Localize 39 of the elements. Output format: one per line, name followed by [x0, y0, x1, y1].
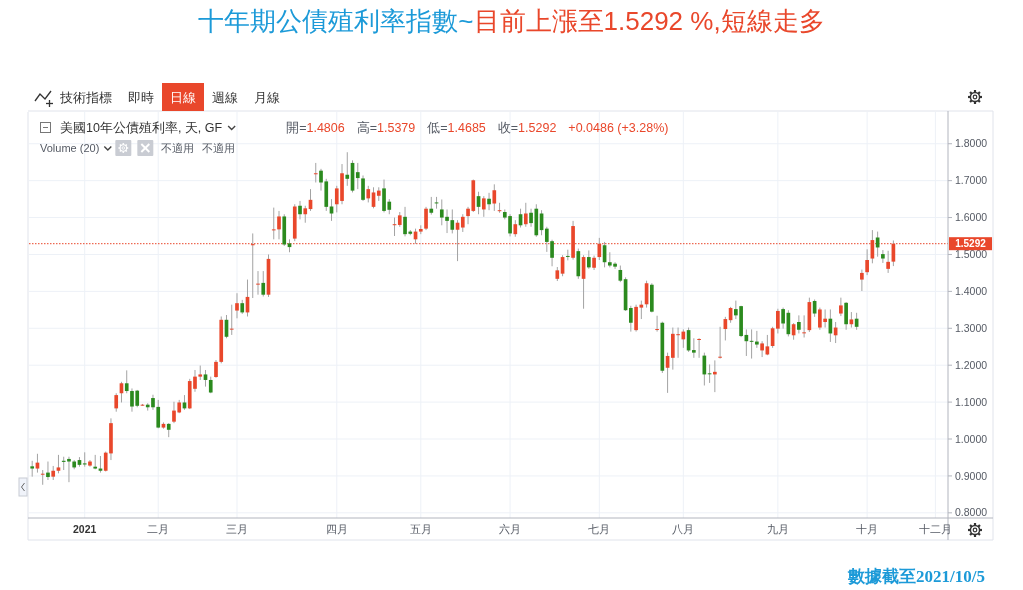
x-tick-label: 八月	[672, 523, 695, 535]
y-tick-label: 1.3000	[955, 321, 988, 334]
annotation: 不適用	[161, 142, 195, 154]
y-tick-label: 1.8000	[955, 137, 988, 150]
y-tick-label: 1.7000	[955, 174, 988, 187]
y-tick-label: 1.2000	[955, 358, 988, 371]
x-tick-label: 二月	[147, 523, 170, 535]
annotation: 不適用	[202, 142, 236, 154]
x-tick-label: 六月	[499, 523, 522, 535]
text: 數據截至2021/10/5	[847, 567, 985, 586]
x-tick-label: 三月	[226, 523, 248, 535]
x-tick-label: 五月	[409, 523, 432, 535]
annotation: Volume (20)	[40, 142, 100, 154]
y-tick-label: 1.6000	[955, 211, 988, 224]
x-tick-label: 九月	[766, 523, 789, 535]
y-tick-label: 1.4000	[955, 284, 988, 297]
x-tick-label: 2021	[73, 523, 97, 535]
y-tick-label: 1.5000	[955, 248, 988, 261]
annotation: +0.0486 (+3.28%)	[568, 121, 669, 135]
x-tick-label: 十月	[856, 523, 879, 535]
y-tick-label: 1.1000	[955, 395, 988, 408]
x-tick-label: 十二月	[918, 523, 952, 535]
text: 月線	[254, 91, 280, 105]
chart-title: 十年期公債殖利率指數~目前上漲至1.5292 %,短線走多	[198, 6, 825, 36]
ref-line-label: 1.5292	[955, 238, 987, 250]
text: 週線	[212, 91, 238, 105]
text: 日線	[170, 91, 196, 105]
annotation: 高=1.5379	[356, 120, 416, 135]
y-tick-label: 0.8000	[955, 506, 988, 519]
annotation: 低=1.4685	[427, 121, 486, 135]
y-tick-label: 1.0000	[955, 432, 988, 445]
annotation: 開=1.4806	[286, 121, 345, 135]
x-tick-label: 七月	[588, 523, 611, 535]
y-tick-label: 0.9000	[955, 469, 988, 482]
annotation: 收=1.5292	[497, 121, 557, 135]
text: 即時	[128, 91, 154, 105]
x-tick-label: 四月	[325, 523, 348, 535]
annotation: 美國10年公債殖利率, 天, GF	[60, 120, 223, 135]
text: 技術指標	[59, 91, 112, 105]
